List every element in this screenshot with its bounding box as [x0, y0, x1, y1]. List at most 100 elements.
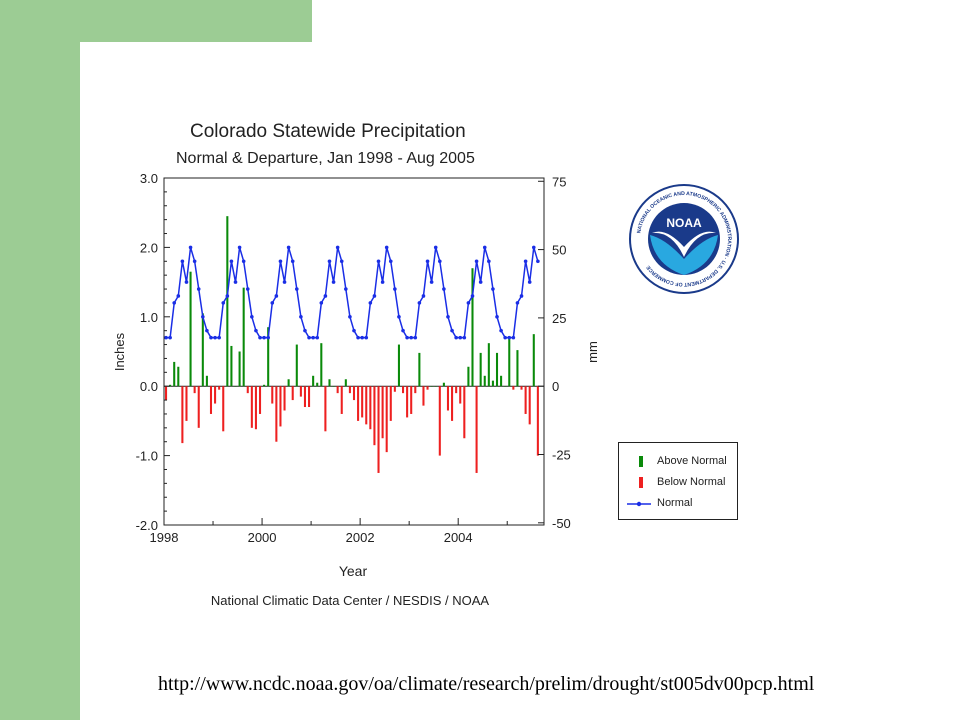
bar-below-normal [365, 386, 368, 425]
normal-point [491, 287, 495, 291]
normal-point [188, 245, 193, 250]
normal-point [311, 335, 315, 340]
bar-below-normal [455, 386, 458, 394]
source-url[interactable]: http://www.ncdc.noaa.gov/oa/climate/rese… [158, 673, 815, 695]
bar-below-normal [410, 386, 413, 414]
bar-below-normal [369, 386, 372, 430]
bar-below-normal [414, 386, 417, 394]
bar-above-normal [316, 382, 319, 387]
y-tick-label: -1.0 [136, 449, 158, 464]
x-tick-label: 1998 [150, 530, 179, 545]
normal-point [205, 328, 209, 333]
normal-point [164, 335, 168, 340]
bar-above-normal [234, 386, 237, 387]
normal-point [274, 294, 279, 298]
bar-below-normal [185, 386, 188, 421]
bar-below-normal [279, 386, 282, 427]
bar-below-normal [209, 386, 213, 414]
y-right-tick-label: 25 [552, 311, 566, 326]
normal-point [527, 280, 532, 284]
chart-legend: Above Normal Below Normal Normal [618, 442, 738, 520]
normal-point [299, 315, 303, 319]
bar-above-normal [332, 386, 335, 387]
bar-below-normal [222, 386, 225, 432]
normal-point [258, 335, 262, 340]
normal-point [217, 335, 221, 340]
bar-below-normal [401, 386, 405, 394]
bar-below-normal [308, 386, 311, 408]
bar-above-normal [295, 344, 298, 387]
normal-point [499, 328, 503, 333]
normal-point [266, 335, 270, 340]
green-side-band [0, 0, 80, 720]
normal-point [172, 301, 177, 305]
bar-below-normal [336, 386, 339, 394]
plot-frame [163, 177, 545, 526]
normal-point [294, 287, 299, 291]
bar-above-normal [491, 380, 494, 387]
y-tick-label: 3.0 [140, 171, 158, 186]
normal-point [319, 301, 324, 305]
normal-point [323, 294, 328, 298]
bar-below-normal [348, 386, 351, 394]
bar-above-normal [226, 216, 229, 387]
normal-point [348, 315, 352, 319]
normal-point [462, 335, 467, 340]
normal-point [335, 245, 340, 250]
normal-point [446, 315, 450, 319]
bar-below-normal [165, 386, 168, 401]
bar-below-normal [291, 386, 294, 401]
normal-point [405, 335, 409, 340]
normal-point [413, 335, 418, 340]
bar-below-normal [475, 386, 478, 473]
y-right-tick-label: 0 [552, 379, 559, 394]
bar-below-normal [352, 386, 356, 401]
normal-point [376, 259, 381, 264]
bar-below-normal [361, 386, 364, 418]
normal-point [372, 294, 377, 298]
normal-point [184, 280, 189, 284]
bar-below-normal [438, 386, 441, 456]
bar-below-normal [340, 386, 343, 414]
bar-above-normal [397, 344, 400, 387]
normal-point [229, 259, 234, 264]
y-axis-label: Inches [112, 332, 127, 371]
logo-wave-icon [650, 235, 718, 275]
bar-below-normal [520, 386, 523, 390]
normal-point [368, 301, 373, 305]
normal-point [303, 328, 307, 333]
normal-point [286, 245, 291, 250]
legend-line-normal-icon [627, 501, 651, 507]
x-tick-label: 2002 [346, 530, 375, 545]
normal-point [233, 280, 238, 284]
normal-point [531, 245, 536, 250]
normal-point [384, 245, 389, 250]
bar-below-normal [426, 386, 429, 390]
normal-point [339, 259, 344, 264]
y-right-tick-label: -50 [552, 516, 571, 531]
bar-below-normal [451, 386, 454, 421]
normal-point [196, 287, 201, 291]
normal-point [315, 335, 320, 340]
normal-point [536, 259, 540, 264]
normal-point [327, 259, 332, 264]
bar-above-normal [344, 379, 347, 387]
normal-point [221, 301, 226, 305]
legend-swatch-below [639, 477, 643, 488]
normal-point [176, 294, 181, 298]
chart-title: Colorado Statewide Precipitation [190, 121, 466, 142]
normal-point [262, 335, 266, 340]
bar-below-normal [246, 386, 249, 394]
bar-below-normal [446, 386, 450, 411]
bar-below-normal [250, 386, 253, 428]
legend-label-below: Below Normal [657, 476, 726, 488]
bar-below-normal [373, 386, 376, 446]
normal-point [433, 245, 438, 250]
bar-above-normal [487, 343, 490, 387]
bar-above-normal [471, 268, 474, 387]
bar-below-normal [254, 386, 257, 430]
normal-point [450, 328, 454, 333]
bar-above-normal [418, 352, 421, 387]
bar-above-normal [238, 351, 241, 387]
normal-precip-line [166, 247, 539, 339]
